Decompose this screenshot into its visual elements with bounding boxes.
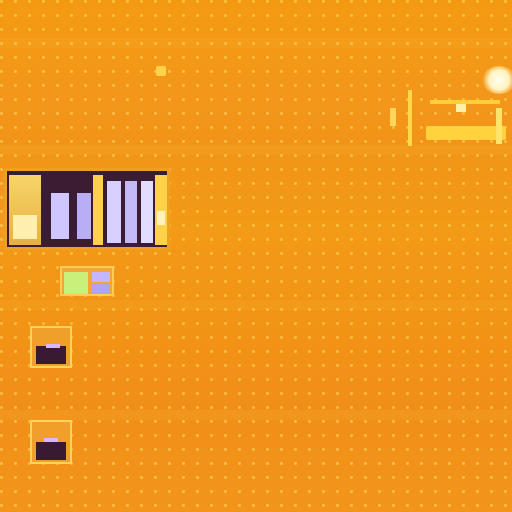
bracket-left-post <box>408 90 412 146</box>
dark-block-lower-light <box>44 438 58 442</box>
window-frame-post <box>93 175 103 245</box>
dark-block-upper-inner <box>36 346 66 364</box>
dark-block-lower-inner <box>36 442 66 460</box>
window-opening-1 <box>51 193 69 239</box>
small-mark-top <box>156 66 166 76</box>
window-opening-5 <box>141 181 153 243</box>
window-opening-3 <box>107 181 121 243</box>
band-3 <box>0 300 512 310</box>
dark-block-upper <box>30 326 72 368</box>
small-window-patch <box>60 266 114 296</box>
violet-patch <box>92 272 110 282</box>
bracket-bottom-bar <box>426 126 506 140</box>
band-2 <box>0 145 512 155</box>
window-right-accent <box>157 211 165 225</box>
bracket-top-bar <box>430 100 500 104</box>
light-glow-icon <box>482 66 512 94</box>
window-opening-4 <box>125 181 137 243</box>
bracket-small-mark <box>456 104 466 112</box>
dark-block-lower <box>30 420 72 464</box>
right-bracket-structure <box>408 90 508 146</box>
violet-patch-2 <box>92 284 110 294</box>
left-pane-detail <box>13 215 37 239</box>
small-mark-right <box>390 108 396 126</box>
window-opening-2 <box>77 193 91 239</box>
green-patch <box>64 272 88 294</box>
window-panel <box>4 168 170 250</box>
window-right-frame <box>155 175 167 245</box>
band-1 <box>0 38 512 48</box>
bracket-right-post <box>496 108 502 144</box>
band-4 <box>0 410 512 420</box>
dark-block-upper-light <box>46 344 60 348</box>
